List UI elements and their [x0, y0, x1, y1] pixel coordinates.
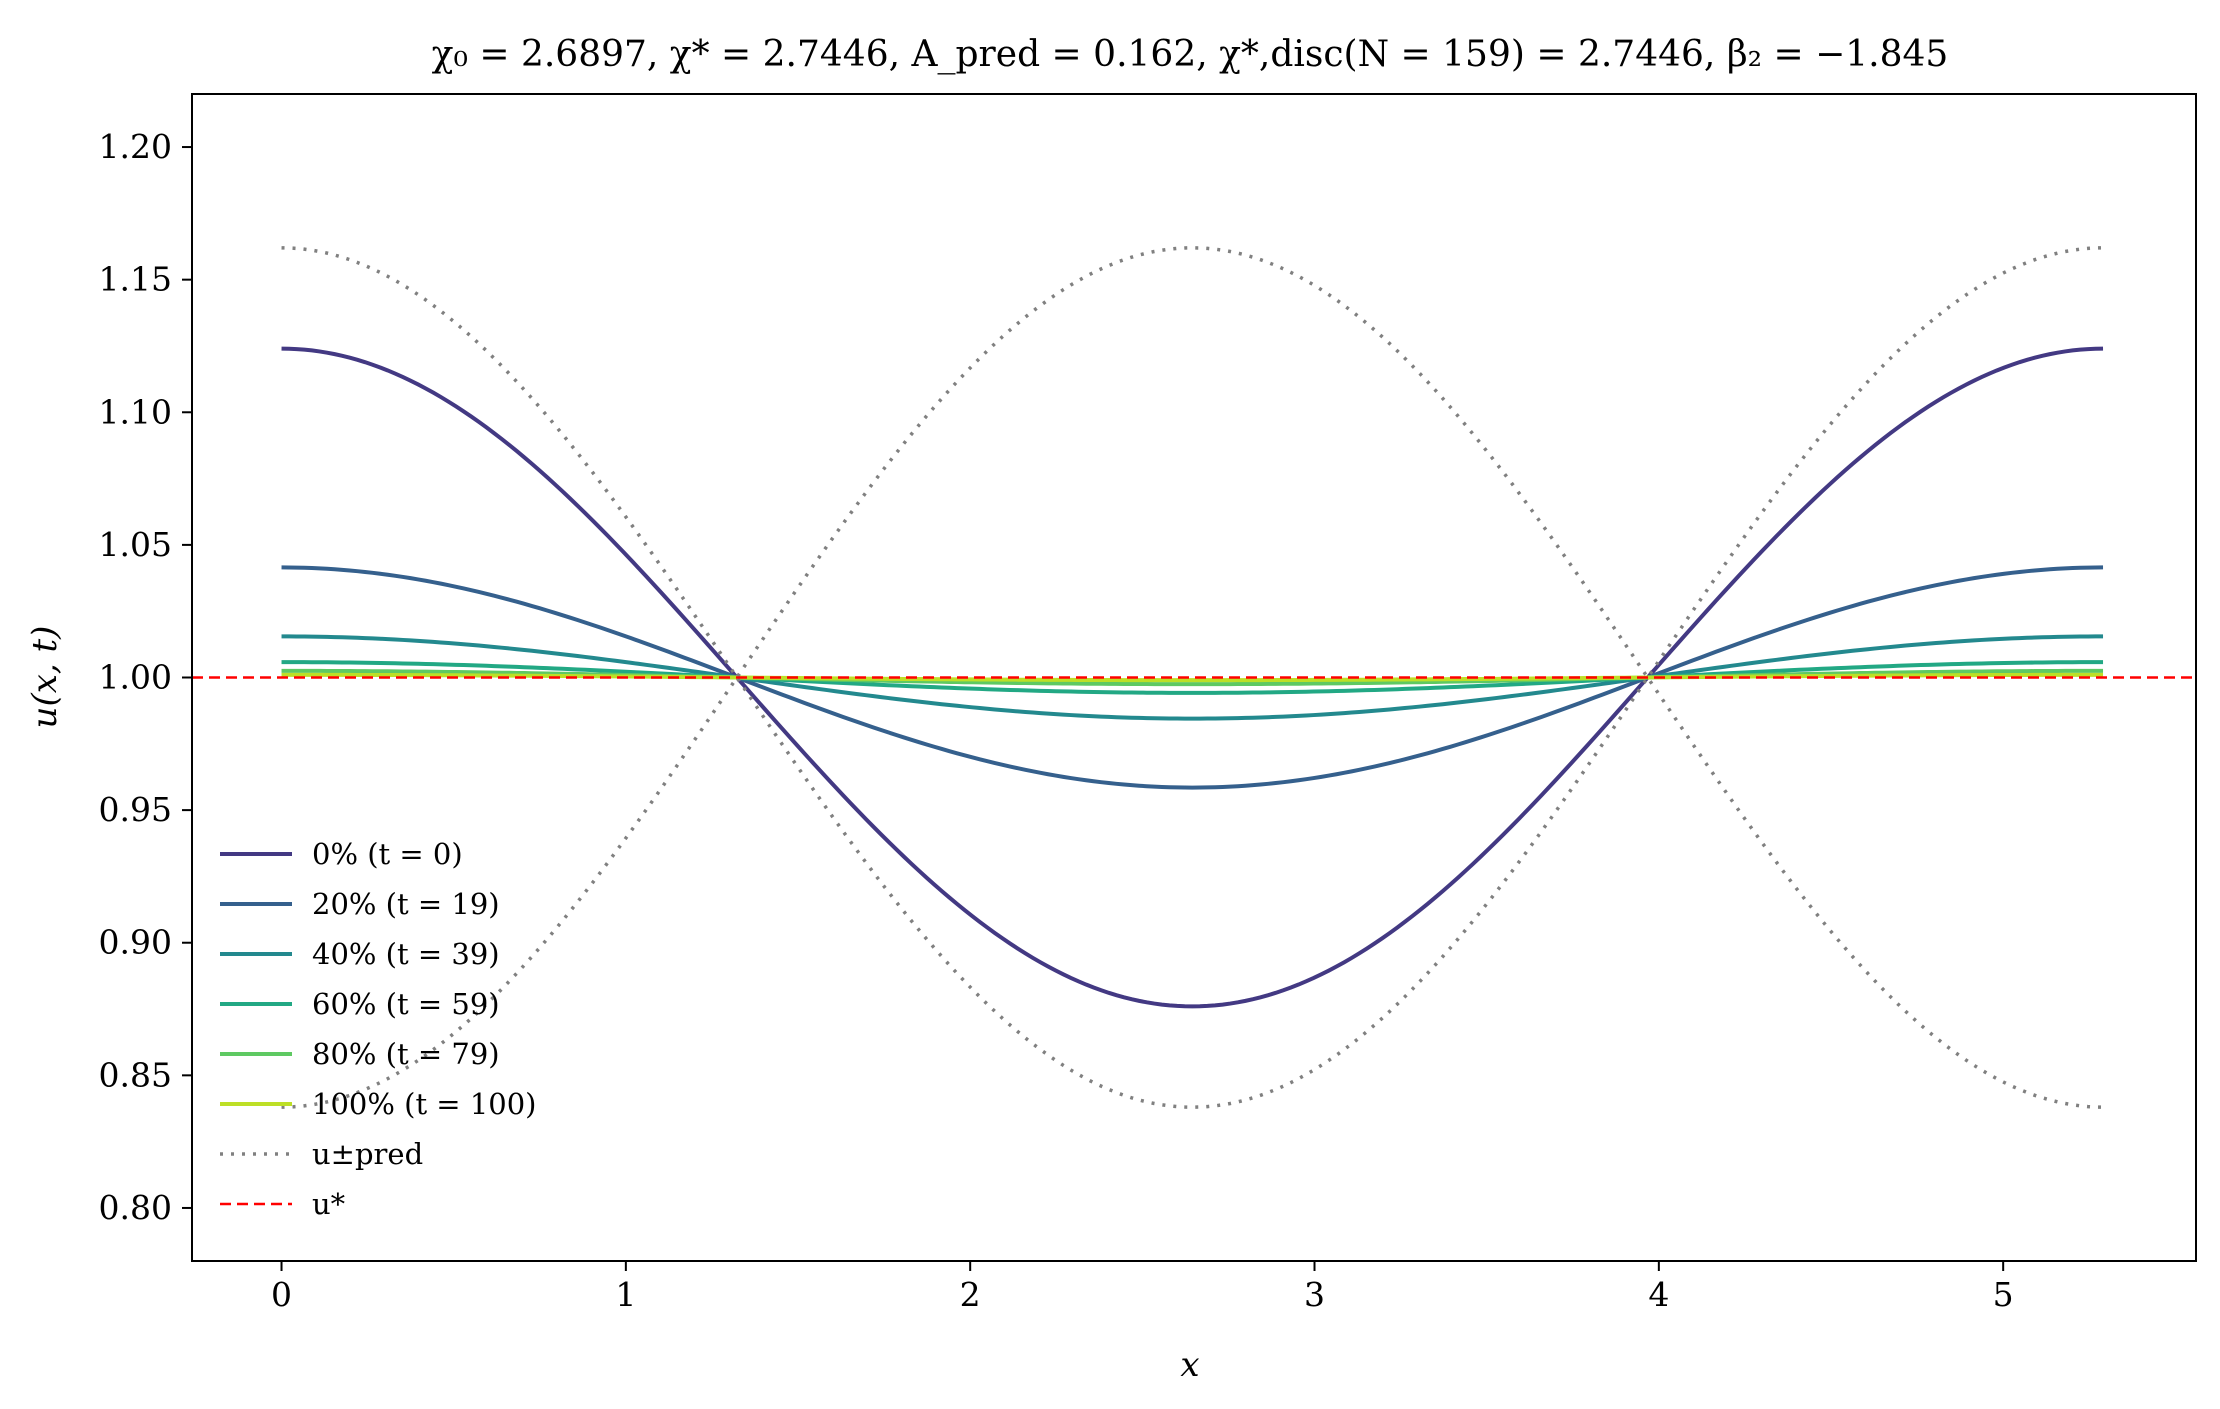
y-tick-label: 1.10	[99, 392, 172, 431]
legend: 0% (t = 0) 20% (t = 19) 40% (t = 39) 60% (t…	[220, 837, 537, 1221]
legend-label-7: u*	[312, 1187, 346, 1221]
y-tick-label: 1.15	[99, 260, 172, 299]
legend-label-3: 60% (t = 59)	[312, 987, 500, 1021]
x-tick-label: 5	[1993, 1275, 2014, 1314]
legend-label-2: 40% (t = 39)	[312, 937, 500, 971]
legend-label-0: 0% (t = 0)	[312, 837, 463, 871]
x-tick-label: 4	[1648, 1275, 1669, 1314]
axes: 0 1 2 3 4 5 0.80 0.85 0.90 0.95 1.00 1.05 1.10 1.15 1.…	[99, 93, 2197, 1314]
legend-label-4: 80% (t = 79)	[312, 1037, 500, 1071]
series-5-line	[281, 672, 2104, 683]
y-tick-label: 1.00	[99, 658, 172, 697]
series-2-line	[281, 634, 2104, 721]
y-tick-label: 1.20	[99, 127, 172, 166]
y-tick-label: 0.80	[99, 1188, 172, 1227]
y-tick-label: 0.90	[99, 923, 172, 962]
x-tick-label: 0	[271, 1275, 292, 1314]
series-3-line	[281, 660, 2104, 695]
x-tick-label: 2	[960, 1275, 981, 1314]
legend-label-6: u±pred	[312, 1137, 423, 1171]
y-tick-label: 0.95	[99, 790, 172, 829]
y-axis-label: u(x, t)	[25, 626, 65, 729]
plot-area	[192, 246, 2196, 1109]
legend-label-5: 100% (t = 100)	[312, 1087, 537, 1121]
y-tick-label: 0.85	[99, 1055, 172, 1094]
y-tick-label: 1.05	[99, 525, 172, 564]
legend-label-1: 20% (t = 19)	[312, 887, 500, 921]
x-tick-label: 1	[615, 1275, 636, 1314]
x-tick-label: 3	[1304, 1275, 1325, 1314]
x-axis-label: x	[1180, 1345, 1199, 1385]
series-0-line	[281, 346, 2104, 1009]
series-1-line	[281, 565, 2104, 790]
chart-title: χ₀ = 2.6897, χ* = 2.7446, A_pred = 0.162…	[432, 34, 1949, 75]
